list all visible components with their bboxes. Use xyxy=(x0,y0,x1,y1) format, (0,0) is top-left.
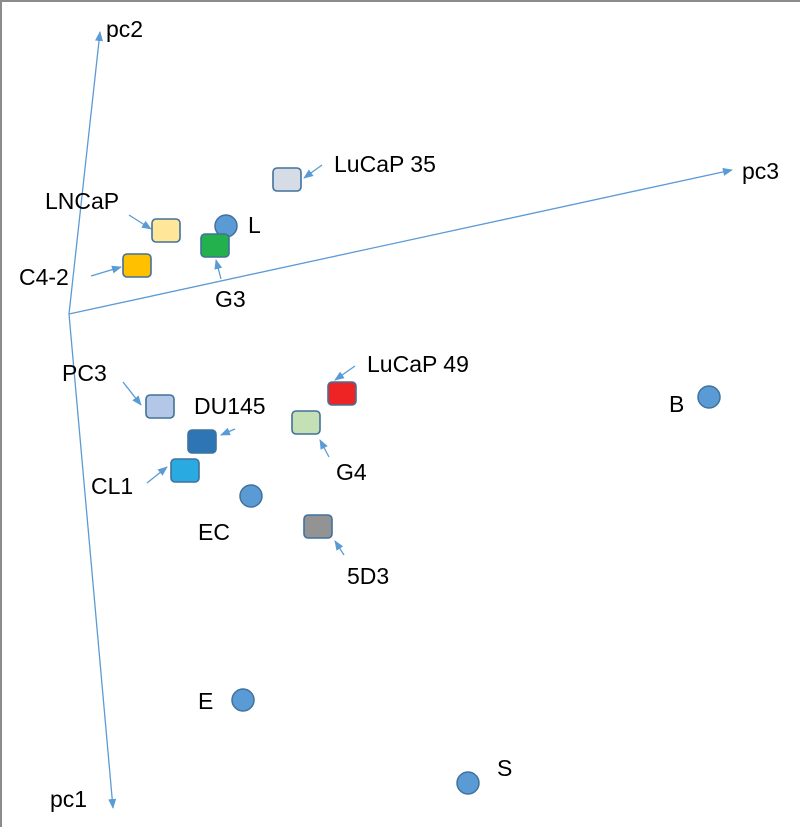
axes xyxy=(68,31,733,809)
pc3-axis-arrow xyxy=(68,168,733,315)
square-marker-lncap xyxy=(151,218,181,243)
callout-arrows xyxy=(90,164,356,556)
point-label-g3: G3 xyxy=(215,286,246,312)
square-marker-lucap49 xyxy=(327,381,357,406)
point-label-e: E xyxy=(198,688,214,714)
point-label-lucap49: LuCaP 49 xyxy=(367,351,469,377)
point-label-s: S xyxy=(497,755,513,781)
point-label-pc3: PC3 xyxy=(62,360,107,386)
pc3-pointer-icon xyxy=(122,381,142,406)
square-marker-du145 xyxy=(187,429,217,454)
point-label-5d3: 5D3 xyxy=(347,563,390,589)
circle-marker-e xyxy=(231,688,255,712)
circle-marker-ec xyxy=(239,484,263,508)
g3-pointer-icon xyxy=(214,259,223,280)
square-marker-pc3 xyxy=(145,394,175,419)
square-marker-g3 xyxy=(200,233,230,258)
point-label-g4: G4 xyxy=(336,459,367,485)
axis-label-pc3: pc3 xyxy=(742,158,780,184)
square-markers xyxy=(122,167,357,539)
g4-pointer-icon xyxy=(319,439,330,458)
point-label-lncap: LNCaP xyxy=(45,188,120,214)
axis-label-pc2: pc2 xyxy=(106,16,144,42)
lucap49-pointer-icon xyxy=(334,365,356,381)
lucap35-pointer-icon xyxy=(303,164,323,179)
point-label-c4-2: C4-2 xyxy=(19,264,69,290)
square-marker-cl1 xyxy=(170,458,200,483)
cl1-pointer-icon xyxy=(146,466,168,484)
square-marker-g4 xyxy=(291,410,321,435)
point-label-cl1: CL1 xyxy=(91,473,134,499)
lncap-pointer-icon xyxy=(128,214,152,230)
axis-label-pc1: pc1 xyxy=(50,786,88,812)
square-marker-c4-2 xyxy=(122,253,152,278)
point-label-du145: DU145 xyxy=(194,393,266,419)
du145-pointer-icon xyxy=(220,427,236,436)
point-label-l: L xyxy=(248,212,261,238)
circle-marker-b xyxy=(697,385,721,409)
5d3-pointer-icon xyxy=(334,540,345,556)
square-marker-5d3 xyxy=(303,514,333,539)
circle-markers xyxy=(214,214,721,795)
point-label-b: B xyxy=(669,391,685,417)
c4-2-pointer-icon xyxy=(90,265,122,277)
circle-marker-s xyxy=(456,771,480,795)
square-marker-lucap35 xyxy=(272,167,302,192)
pc1-axis-arrow xyxy=(68,313,117,809)
point-label-ec: EC xyxy=(198,519,230,545)
point-label-lucap35: LuCaP 35 xyxy=(334,151,436,177)
pc2-axis-arrow xyxy=(68,31,103,315)
